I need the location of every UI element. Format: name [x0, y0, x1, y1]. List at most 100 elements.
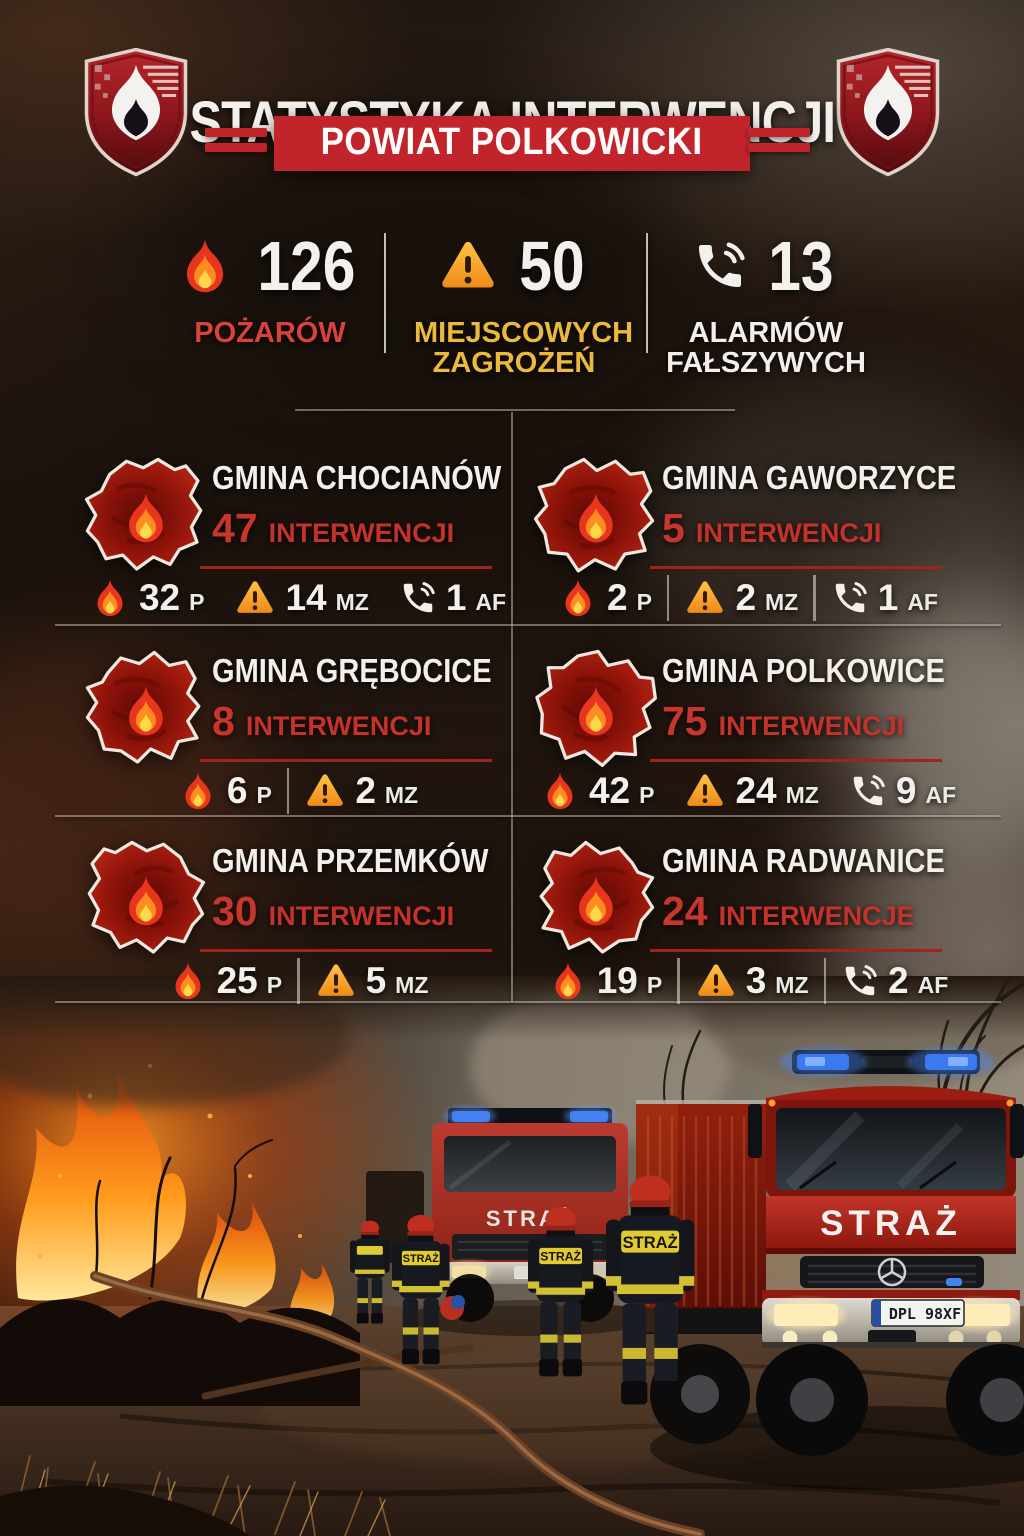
- phone-icon: [831, 579, 869, 617]
- mercedes-star-icon: [877, 1257, 907, 1287]
- divider: [55, 815, 1001, 817]
- divider: [511, 412, 513, 1002]
- gmina-map-icon: [530, 640, 660, 780]
- warning-icon: [437, 237, 499, 295]
- gmina-map-icon: [530, 830, 660, 970]
- intervention-label: INTERWENCJI: [268, 901, 455, 931]
- gmina-map-icon: [80, 447, 210, 587]
- fire-icon: [548, 960, 588, 1002]
- jacket-brand-text: STRAŻ: [403, 1252, 439, 1265]
- stat-af: 2 AF: [826, 960, 963, 1002]
- jacket-brand-text: STRAŻ: [623, 1233, 678, 1252]
- warning-icon: [304, 771, 346, 811]
- stat-mz: 2 MZ: [669, 577, 813, 619]
- divider: [650, 949, 942, 952]
- warning-icon: [695, 961, 737, 1001]
- warning-icon: [234, 578, 276, 618]
- stat-mz: 5 MZ: [300, 960, 444, 1002]
- warning-icon: [684, 771, 726, 811]
- stat-pozary: 25 P: [153, 960, 298, 1002]
- decor-stripe: [748, 128, 810, 137]
- stat-af: 1 AF: [816, 577, 953, 619]
- stat-mz: 2 MZ: [289, 770, 433, 812]
- divider: [295, 409, 735, 411]
- stat-af: 9 AF: [834, 770, 971, 812]
- truck-brand-text: STRAŻ: [820, 1204, 962, 1243]
- fire-icon: [178, 770, 218, 812]
- firefighter: STRAŻ: [606, 1175, 695, 1405]
- intervention-label: INTERWENCJI: [718, 711, 905, 741]
- fire-icon: [176, 235, 234, 297]
- phone-icon: [692, 238, 748, 294]
- divider: [813, 575, 816, 621]
- phone-icon: [399, 579, 437, 617]
- decor-stripe: [205, 128, 267, 137]
- firefighter: [350, 1220, 390, 1324]
- divider: [666, 575, 670, 621]
- stat-pozary: 19 P: [533, 960, 678, 1002]
- gmina-card-radwanice: GMINA RADWANICE 24 INTERWENCJE 19 P 3 MZ: [528, 830, 968, 1004]
- divider: [677, 958, 680, 1004]
- summary-stat-miejscowe-zagrozenia: 50 MIEJSCOWYCH ZAGROŻEŃ: [414, 227, 634, 380]
- divider: [650, 759, 942, 762]
- intervention-label: INTERWENCJI: [245, 711, 432, 741]
- warning-icon: [315, 961, 357, 1001]
- warning-icon: [684, 578, 726, 618]
- gmina-map-icon: [530, 447, 660, 587]
- phone-icon: [841, 962, 879, 1000]
- intervention-count: 5: [662, 505, 685, 551]
- divider: [823, 958, 827, 1004]
- stat-pozary: 42 P: [525, 770, 670, 812]
- stat-af: 1 AF: [384, 577, 521, 619]
- jacket-brand-text: STRAŻ: [540, 1249, 581, 1264]
- divider: [55, 1001, 1001, 1003]
- stat-mz: 3 MZ: [680, 960, 824, 1002]
- gmina-card-przemkow: GMINA PRZEMKÓW 30 INTERWENCJI 25 P 5 MZ: [78, 830, 518, 1004]
- license-plate: DPL 98XF: [871, 1299, 965, 1327]
- divider: [286, 768, 290, 814]
- divider: [650, 566, 942, 569]
- decor-stripe: [748, 143, 810, 152]
- gmina-card-polkowice: GMINA POLKOWICE 75 INTERWENCJI 42 P 24 MZ: [528, 640, 968, 812]
- summary-stat-label: POŻARÓW: [194, 317, 346, 349]
- gmina-card-chocianow: GMINA CHOCIANÓW 47 INTERWENCJI 32 P 14 MZ: [78, 447, 518, 619]
- summary-stat-label: ALARMÓW FAŁSZYWYCH: [666, 317, 866, 380]
- stat-pozary: 32 P: [75, 577, 220, 619]
- intervention-count: 8: [212, 698, 235, 744]
- divider: [297, 958, 300, 1004]
- decor-stripe: [205, 143, 267, 152]
- stat-mz: 14 MZ: [219, 577, 383, 619]
- divider: [646, 233, 648, 353]
- wildfire-photo-scene: STRAŻ: [0, 976, 1024, 1536]
- intervention-label: INTERWENCJI: [268, 518, 455, 548]
- divider: [200, 566, 492, 569]
- summary-stat-label: MIEJSCOWYCH ZAGROŻEŃ: [414, 317, 634, 380]
- firefighter: STRAŻ: [392, 1214, 450, 1365]
- gmina-map-icon: [80, 640, 210, 780]
- firefighter: STRAŻ: [528, 1207, 594, 1377]
- intervention-count: 75: [662, 698, 708, 744]
- intervention-count: 30: [212, 888, 258, 934]
- divider: [384, 233, 386, 353]
- intervention-label: INTERWENCJI: [695, 518, 882, 548]
- divider: [200, 759, 492, 762]
- summary-stat-alarmy-falszywe: 13 ALARMÓW FAŁSZYWYCH: [666, 227, 866, 380]
- summary-stat-pozary: 126 POŻARÓW: [152, 226, 388, 348]
- divider: [200, 949, 492, 952]
- fire-icon: [168, 960, 208, 1002]
- fire-truck-main: STRAŻ DPL 98: [636, 1047, 1024, 1490]
- intervention-count: 24: [662, 888, 708, 934]
- license-plate-text: DPL 98XF: [889, 1305, 961, 1323]
- subtitle-banner: POWIAT POLKOWICKI: [274, 116, 750, 171]
- fire-icon: [558, 577, 598, 619]
- gmina-map-icon: [80, 830, 210, 970]
- divider: [55, 624, 1001, 626]
- phone-icon: [849, 772, 887, 810]
- intervention-count: 47: [212, 505, 258, 551]
- fire-icon: [540, 770, 580, 812]
- stat-mz: 24 MZ: [669, 770, 833, 812]
